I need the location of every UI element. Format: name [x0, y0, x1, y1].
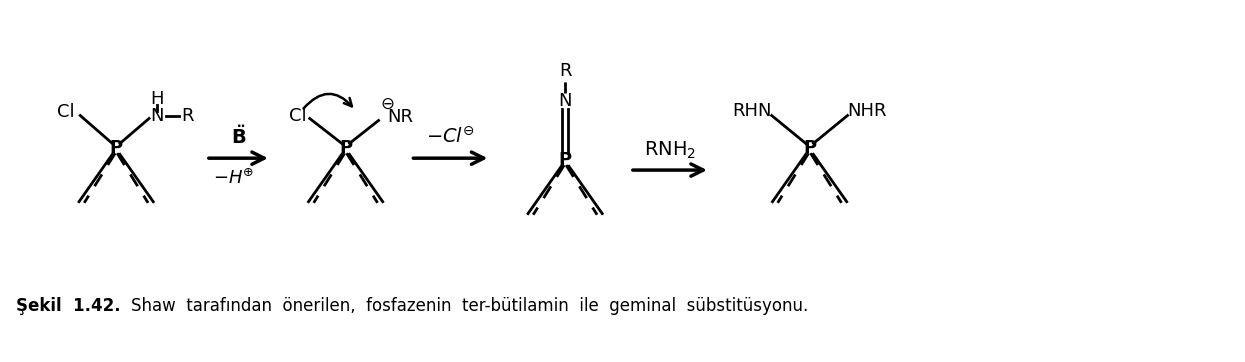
Text: P: P [339, 139, 352, 157]
Text: $\mathregular{RNH_2}$: $\mathregular{RNH_2}$ [644, 140, 696, 161]
Text: Şekil  1.42.: Şekil 1.42. [16, 297, 121, 315]
Text: $-Cl^{\ominus}$: $-Cl^{\ominus}$ [426, 126, 474, 147]
Text: $\ominus$: $\ominus$ [380, 94, 395, 113]
Text: Shaw  tarafından  önerilen,  fosfazenin  ter-bütilamin  ile  geminal  sübstitüsy: Shaw tarafından önerilen, fosfazenin ter… [131, 297, 808, 315]
Text: $-H^{\oplus}$: $-H^{\oplus}$ [213, 168, 254, 188]
Text: N: N [151, 106, 164, 125]
FancyArrowPatch shape [304, 94, 352, 109]
Text: P: P [110, 139, 123, 157]
Text: R: R [559, 62, 571, 80]
Text: H: H [151, 90, 164, 108]
Text: NHR: NHR [848, 102, 888, 119]
Text: $\mathbf{\ddot{B}}$: $\mathbf{\ddot{B}}$ [230, 125, 247, 148]
Text: Cl: Cl [289, 106, 306, 125]
Text: NR: NR [387, 109, 413, 126]
Text: P: P [803, 139, 817, 157]
Text: N: N [558, 92, 571, 110]
Text: R: R [182, 106, 194, 125]
Text: Cl: Cl [57, 102, 75, 121]
Text: RHN: RHN [732, 102, 772, 119]
Text: P: P [559, 151, 571, 169]
